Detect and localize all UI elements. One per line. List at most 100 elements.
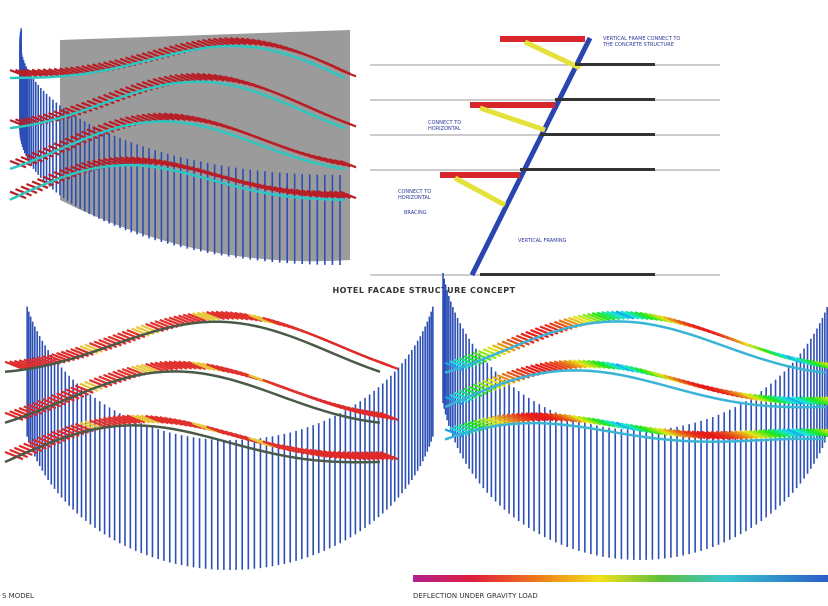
strip [511, 412, 530, 423]
strip [51, 394, 71, 404]
strip [379, 411, 399, 421]
strip [301, 189, 318, 198]
strip [169, 74, 186, 84]
strip [23, 442, 43, 452]
strip [772, 395, 792, 405]
strip [15, 68, 32, 78]
strip [606, 361, 625, 371]
strip [639, 425, 659, 435]
strip [477, 350, 497, 360]
strip [28, 440, 47, 450]
strip [262, 184, 280, 193]
strip [32, 438, 52, 448]
strip [596, 311, 616, 321]
section-diagram: VERTICAL FRAME CONNECT TO THE CONCRETE ST… [370, 36, 720, 277]
strip [117, 414, 136, 425]
strip [477, 381, 497, 391]
strip [145, 362, 165, 373]
strip [796, 427, 815, 438]
strip [18, 359, 38, 369]
strip [131, 414, 150, 424]
strip [23, 405, 43, 415]
strip [663, 428, 682, 438]
strip [103, 416, 122, 426]
strip [734, 430, 754, 440]
strip [31, 180, 49, 189]
strip [596, 360, 616, 370]
strip [147, 157, 164, 166]
strip [539, 412, 559, 422]
strip [606, 310, 625, 320]
strip [187, 360, 207, 371]
strip [696, 430, 716, 440]
strip [173, 360, 193, 370]
strip [70, 386, 90, 396]
strip [257, 39, 274, 48]
strip [634, 424, 654, 434]
strip [46, 396, 66, 406]
strip [318, 449, 338, 459]
strip [147, 112, 164, 122]
strip [800, 396, 820, 406]
strip [304, 448, 324, 458]
strip [229, 36, 247, 46]
strip [482, 417, 502, 427]
strip [328, 158, 346, 167]
strip [743, 392, 763, 402]
strip [215, 310, 235, 320]
strip [18, 444, 38, 454]
strip [767, 428, 787, 439]
strip [819, 428, 828, 434]
strip [339, 68, 357, 78]
strip [192, 361, 211, 371]
strip [672, 429, 692, 439]
strip [705, 430, 725, 440]
strip [48, 68, 65, 77]
strip [370, 451, 390, 461]
strip [93, 418, 113, 428]
strip [31, 151, 49, 161]
strip [582, 313, 602, 323]
strip [224, 310, 244, 321]
strip [328, 450, 347, 460]
facade-render-top [9, 28, 357, 265]
strip [379, 360, 399, 371]
strip [511, 336, 530, 346]
strip [154, 415, 174, 425]
strip [9, 448, 29, 459]
strip [458, 389, 478, 399]
strip [196, 361, 216, 372]
strip [772, 428, 792, 438]
strip [815, 427, 828, 436]
strip [572, 359, 592, 369]
strip [149, 362, 169, 372]
strip [32, 401, 52, 412]
strip [762, 429, 782, 439]
strip [13, 446, 33, 457]
strip [126, 414, 146, 424]
strip [686, 430, 706, 440]
strip [534, 412, 554, 422]
strip [26, 153, 43, 163]
strip [107, 415, 127, 426]
label: VERTICAL FRAMING [518, 238, 567, 244]
strip [729, 430, 749, 440]
strip [582, 359, 602, 369]
strip [42, 434, 61, 444]
strip [13, 408, 33, 418]
strip [97, 95, 115, 105]
strip [23, 358, 43, 368]
strip [767, 395, 787, 405]
strip [496, 342, 516, 352]
strip [92, 126, 109, 135]
strip [544, 412, 564, 422]
strip [492, 415, 511, 425]
strip [582, 416, 602, 426]
strip [379, 450, 399, 461]
strip [796, 396, 815, 406]
strip [568, 414, 587, 424]
caption: S MODEL [2, 592, 34, 600]
strip [290, 188, 307, 197]
label: VERTICAL FRAME CONNECT TO THE CONCRETE ST… [602, 36, 680, 48]
strip [119, 156, 137, 165]
